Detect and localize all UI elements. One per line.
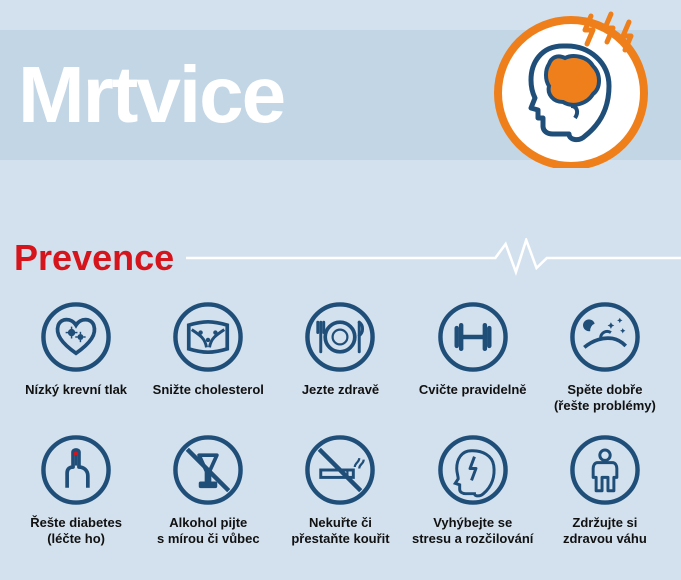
heart-gears-icon [39,300,113,374]
dumbbell-icon [436,300,510,374]
tile-label: Snižte cholesterol [153,382,264,398]
ekg-line-icon [186,238,681,278]
tile-stress: Vyhýbejte se stresu a rozčilování [411,433,535,548]
tile-exercise: Cvičte pravidelně [411,300,535,415]
tile-cholesterol: Snižte cholesterol [146,300,270,415]
weight-icon [568,433,642,507]
tile-label: Alkohol pijte s mírou či vůbec [157,515,260,548]
diabetes-icon [39,433,113,507]
tile-blood-pressure: Nízký krevní tlak [14,300,138,415]
page-title: Mrtvice [18,49,284,141]
tile-weight: Zdržujte si zdravou váhu [543,433,667,548]
tile-sleep: Spěte dobře (řešte problémy) [543,300,667,415]
artery-icon [171,300,245,374]
tile-label: Zdržujte si zdravou váhu [563,515,647,548]
tile-label: Řešte diabetes (léčte ho) [30,515,122,548]
plate-icon [303,300,377,374]
tile-label: Vyhýbejte se stresu a rozčilování [412,515,533,548]
tile-label: Nekuřte či přestaňte kouřit [291,515,389,548]
no-alcohol-icon [171,433,245,507]
section-title: Prevence [0,237,186,279]
tile-alcohol: Alkohol pijte s mírou či vůbec [146,433,270,548]
tile-smoking: Nekuřte či přestaňte kouřit [278,433,402,548]
brain-stroke-icon [491,8,651,168]
tile-diabetes: Řešte diabetes (léčte ho) [14,433,138,548]
prevention-grid: Nízký krevní tlak Snižte cholesterol [14,300,667,547]
tile-label: Spěte dobře (řešte problémy) [554,382,656,415]
tile-label: Cvičte pravidelně [419,382,527,398]
no-smoking-icon [303,433,377,507]
stress-icon [436,433,510,507]
sleep-icon [568,300,642,374]
tile-label: Nízký krevní tlak [25,382,127,398]
tile-label: Jezte zdravě [302,382,379,398]
section-row: Prevence [0,238,681,278]
tile-eat-healthy: Jezte zdravě [278,300,402,415]
